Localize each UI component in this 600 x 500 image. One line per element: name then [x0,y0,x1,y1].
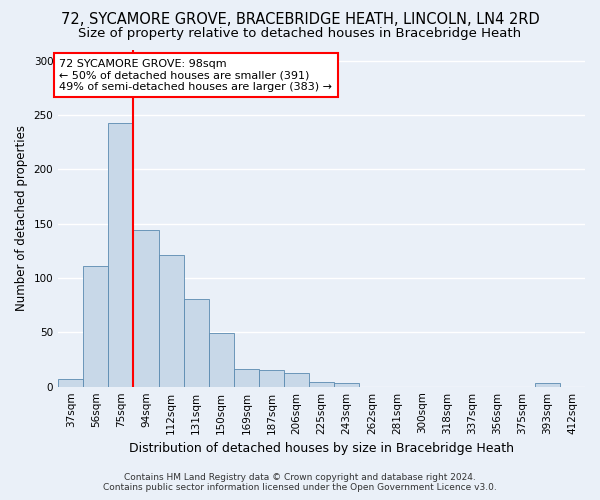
Bar [234,370,259,386]
X-axis label: Distribution of detached houses by size in Bracebridge Heath: Distribution of detached houses by size … [129,442,514,455]
Bar [259,370,284,386]
Y-axis label: Number of detached properties: Number of detached properties [15,126,28,312]
Bar [133,230,158,386]
Bar [284,372,309,386]
Text: 72, SYCAMORE GROVE, BRACEBRIDGE HEATH, LINCOLN, LN4 2RD: 72, SYCAMORE GROVE, BRACEBRIDGE HEATH, L… [61,12,539,28]
Bar [535,384,560,386]
Bar [209,334,234,386]
Text: 72 SYCAMORE GROVE: 98sqm
← 50% of detached houses are smaller (391)
49% of semi-: 72 SYCAMORE GROVE: 98sqm ← 50% of detach… [59,58,332,92]
Bar [158,256,184,386]
Bar [83,266,109,386]
Bar [58,379,83,386]
Text: Size of property relative to detached houses in Bracebridge Heath: Size of property relative to detached ho… [79,28,521,40]
Bar [184,298,209,386]
Bar [309,382,334,386]
Text: Contains HM Land Registry data © Crown copyright and database right 2024.
Contai: Contains HM Land Registry data © Crown c… [103,473,497,492]
Bar [109,123,133,386]
Bar [334,384,359,386]
